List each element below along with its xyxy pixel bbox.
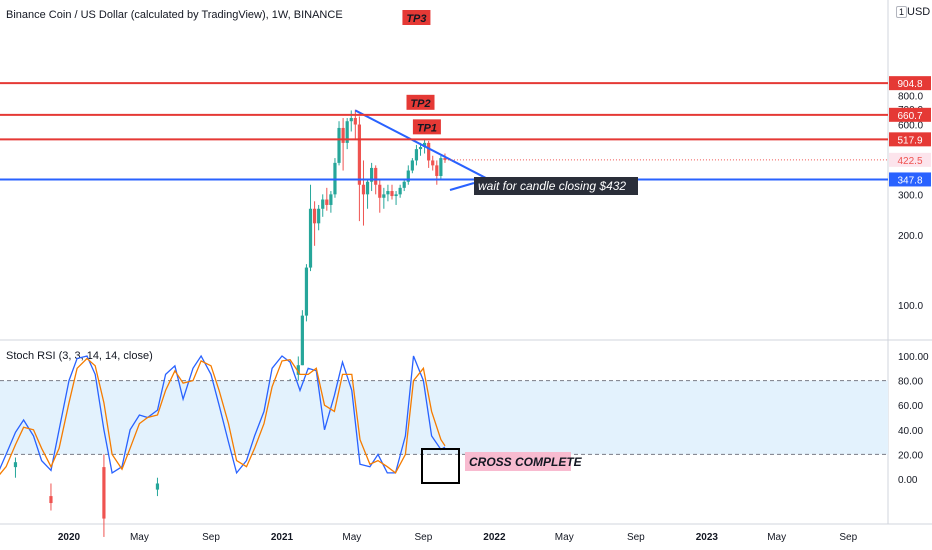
level-label: TP2 [410,98,430,110]
candle-body [337,127,341,163]
stoch-tick-label: 40.00 [898,426,923,437]
price-tag-label: 347.8 [897,175,922,186]
candle-body [312,208,317,224]
stoch-tick-label: 100.00 [898,352,929,363]
candle-body [398,187,402,195]
time-tick-label: Sep [627,532,645,543]
candle-body [422,142,427,148]
level-label-box [406,94,435,110]
cross-label: CROSS COMPLETE [469,455,583,469]
currency-selector[interactable]: 1 USD [896,6,930,18]
price-tick-label: 200.0 [898,231,923,242]
stoch-k-line [0,354,446,475]
candle-body [365,181,370,195]
price-tag-box [889,172,931,187]
level-label: TP3 [406,13,426,25]
time-tick-label: May [767,532,786,543]
candle-body [418,147,423,150]
current-price-tag-box [889,152,931,167]
stoch-tick-label: 20.00 [898,450,923,461]
time-tick-label: May [342,532,361,543]
price-tag-label: 517.9 [897,135,922,146]
time-tick-label: Sep [839,532,857,543]
candle-body [427,142,431,161]
time-tick-label: 2022 [483,532,506,543]
candle-body [357,124,362,185]
price-tick-label: 300.0 [898,190,923,201]
currency-badge: 1 [896,6,908,18]
stoch-tick-label: 80.00 [898,377,923,388]
time-tick-label: 2023 [696,532,719,543]
time-tick-label: Sep [415,532,433,543]
price-tag-box [889,76,931,91]
candle-body [370,167,374,182]
candle-body [431,160,435,166]
candle-body [382,194,386,198]
candle-body [406,170,410,182]
current-price-tag: 422.5 [897,156,922,167]
candle-body [296,365,300,375]
candle-body [325,199,329,205]
cross-label-box [465,452,571,471]
level-label-box [402,10,431,25]
time-tick-label: May [130,532,149,543]
price-tag-label: 660.7 [897,111,922,122]
callout-text: wait for candle closing $432 [478,179,626,193]
candle-body [443,158,447,160]
cross-highlight-box [421,448,460,484]
candle-body [390,191,394,197]
candle-body [435,165,439,176]
candle-body [317,208,321,224]
time-tick-label: 2020 [58,532,81,543]
trendline [354,109,488,180]
candle-body [386,191,390,195]
candle-body [155,483,160,490]
candle-body [439,158,443,176]
candle-body [374,167,378,185]
indicator-title: Stoch RSI (3, 3, 14, 14, close) [6,350,153,362]
time-tick-label: Sep [202,532,220,543]
candle-body [410,160,414,171]
candle-body [394,194,398,197]
price-tag-label: 904.8 [897,79,922,90]
price-tick-label: 100.0 [898,301,923,312]
candle-body [102,467,106,519]
price-tick-label: 600.0 [898,121,923,132]
candle-body [414,149,419,161]
candle-body [49,496,53,504]
price-tag-box [889,132,931,147]
level-label: TP1 [417,122,437,134]
symbol-title: Binance Coin / US Dollar (calculated by … [6,9,343,21]
candle-body [300,315,304,366]
candle-body [304,267,309,316]
candle-body [321,199,325,209]
candle-body [345,121,349,143]
callout-arrow [449,182,475,191]
candle-body [402,181,406,188]
stoch-tick-label: 60.00 [898,401,923,412]
price-tag-box [889,107,931,122]
level-label-box [412,119,441,135]
callout-box [474,177,638,195]
stoch-d-line [0,357,446,476]
candle-body [308,208,313,268]
candle-body [353,118,357,125]
currency-label: USD [907,6,931,18]
time-tick-label: 2021 [271,532,294,543]
candle-body [329,194,333,205]
candle-body [13,462,18,468]
candle-body [361,184,366,195]
candle-body [349,118,353,122]
candle-body [378,184,382,198]
time-tick-label: May [555,532,574,543]
price-tick-label: 800.0 [898,92,923,103]
candle-body [341,127,345,143]
stoch-tick-label: 0.00 [898,475,918,486]
